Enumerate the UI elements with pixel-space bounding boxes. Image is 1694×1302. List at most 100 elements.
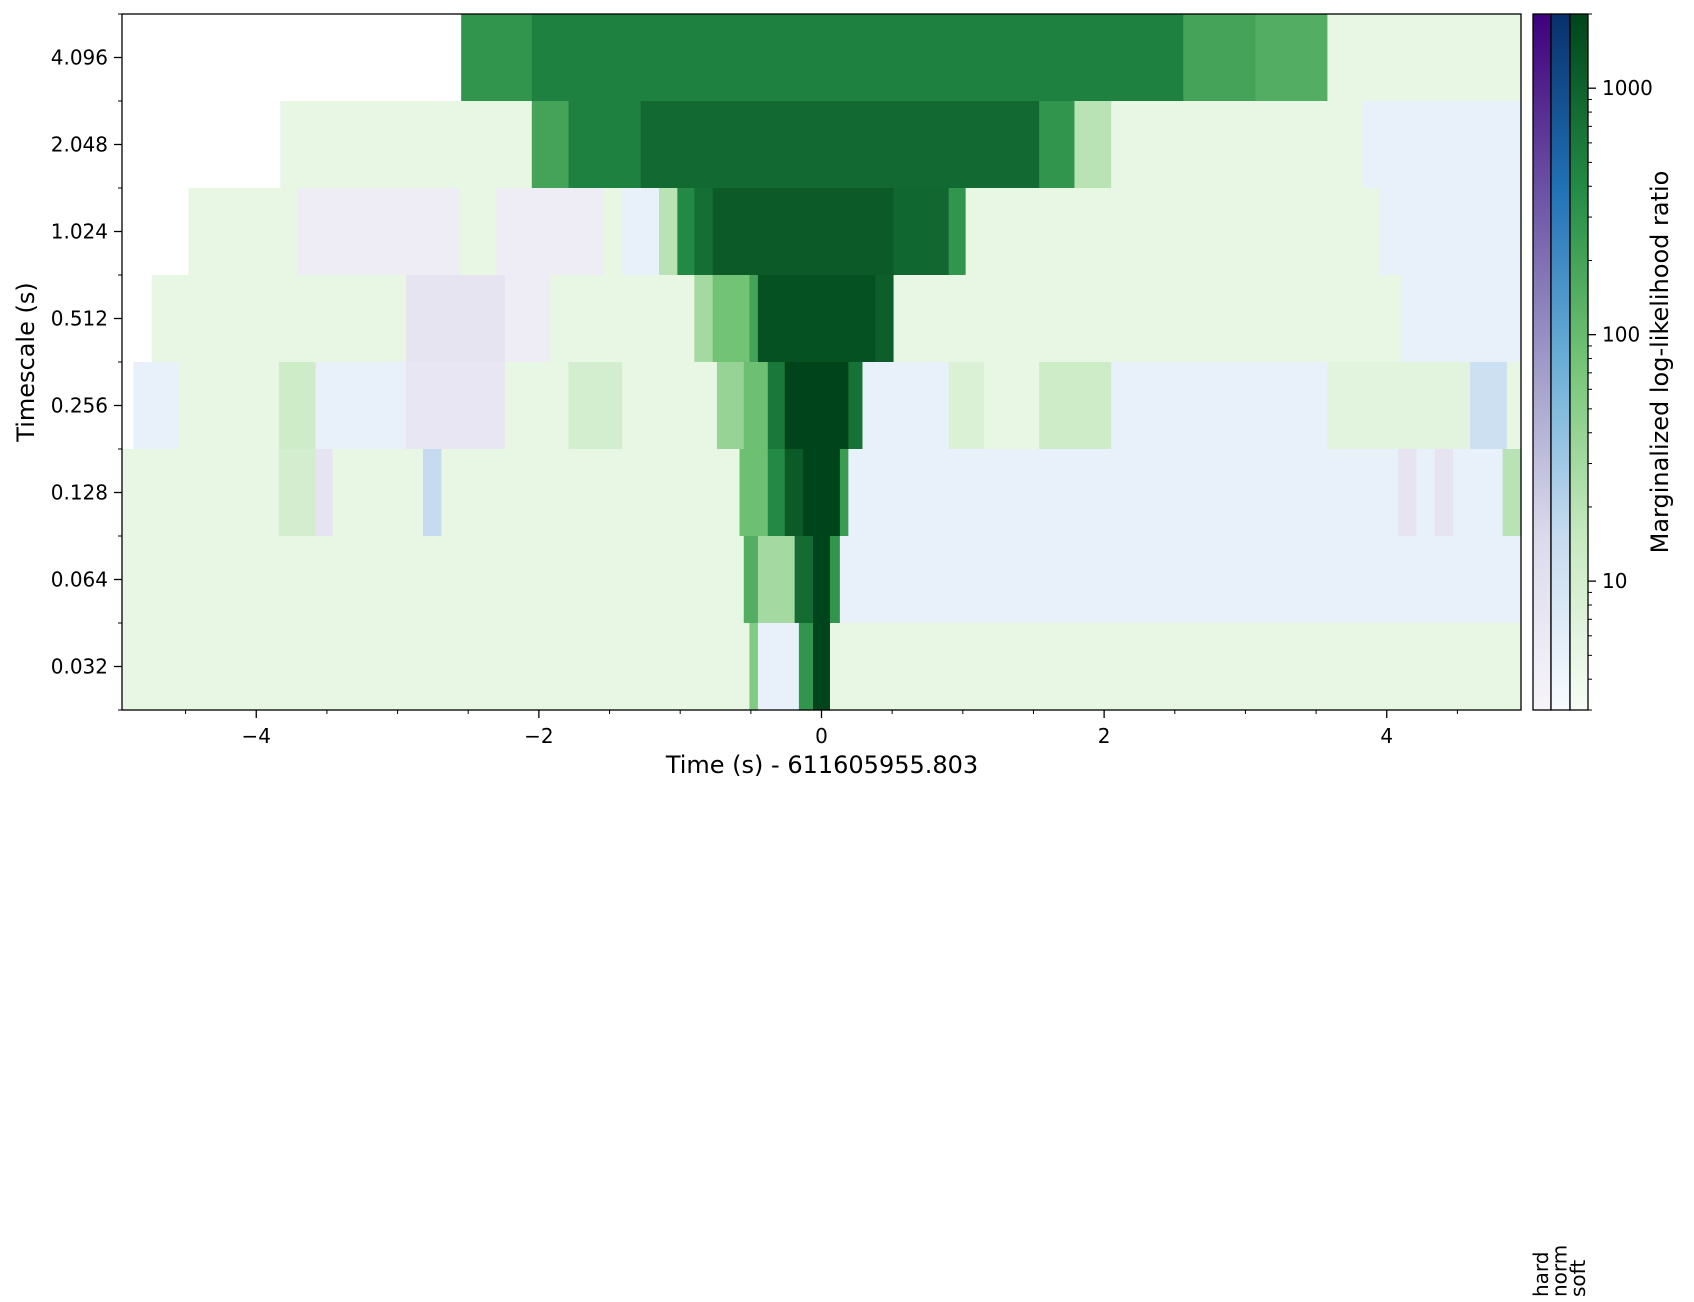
heatmap-cell (151, 275, 407, 363)
heatmap-cell (1398, 449, 1418, 537)
spectrum-label-norm: norm (1548, 1245, 1572, 1297)
heatmap-cell (743, 536, 759, 624)
heatmap-cell (188, 188, 298, 276)
heatmap-cell (297, 188, 461, 276)
heatmap-cell (504, 275, 551, 363)
heatmap-cell (798, 623, 814, 711)
heatmap-cell (622, 188, 660, 276)
heatmap-cell (1362, 101, 1522, 189)
heatmap-cell (1327, 14, 1522, 102)
heatmap-cell (1379, 188, 1522, 276)
heatmap-cell (839, 536, 1522, 624)
heatmap-cell (875, 275, 895, 363)
colorbar-tick-label: 1000 (1602, 76, 1653, 100)
heatmap-cell (784, 449, 804, 537)
heatmap-cell (1074, 101, 1112, 189)
heatmap-cell (280, 101, 533, 189)
heatmap-cell (813, 623, 831, 711)
heatmap-cell (1255, 14, 1328, 102)
heatmap-cell (784, 362, 849, 450)
heatmap-cell (839, 449, 849, 537)
heatmap-cell (829, 536, 841, 624)
heatmap-cell (794, 536, 814, 624)
heatmap-cell (694, 275, 714, 363)
heatmap-cell (550, 275, 695, 363)
heatmap-cell (1502, 449, 1522, 537)
y-tick-label: 0.512 (51, 307, 108, 331)
heatmap-cell (677, 188, 695, 276)
heatmap-cell (848, 362, 864, 450)
x-tick-label: −2 (524, 724, 553, 748)
heatmap-cell (1434, 449, 1454, 537)
heatmap-cell (459, 188, 498, 276)
heatmap-cell (694, 188, 714, 276)
heatmap-cell (757, 623, 800, 711)
colorbar-label: Marginalized log-likelihood ratio (1646, 171, 1674, 554)
heatmap-cell (712, 275, 751, 363)
heatmap-cell (1327, 362, 1471, 450)
spectrum-label-soft: soft (1566, 1260, 1590, 1297)
heatmap-cell (441, 449, 741, 537)
heatmap-cell (122, 449, 280, 537)
heatmap-cell (749, 275, 759, 363)
colorbar (1532, 13, 1589, 711)
heatmap-cell (948, 188, 967, 276)
x-axis-label: Time (s) - 611605955.803 (665, 751, 978, 779)
heatmap-cell (757, 536, 796, 624)
heatmap-cell (1453, 449, 1504, 537)
heatmap-cell (568, 101, 642, 189)
y-tick-label: 1.024 (51, 220, 108, 244)
heatmap-cell (893, 275, 1402, 363)
x-tick-label: −4 (242, 724, 271, 748)
y-tick-label: 0.128 (51, 481, 108, 505)
heatmap-cell (332, 449, 424, 537)
heatmap-cell (406, 362, 506, 450)
heatmap-cell (122, 623, 751, 711)
y-tick-label: 4.096 (51, 46, 108, 70)
x-tick-label: 4 (1380, 724, 1393, 748)
heatmap-cell (496, 188, 605, 276)
heatmap-cell (1470, 362, 1508, 450)
heatmap-cell (122, 536, 745, 624)
heatmap-cell (743, 362, 769, 450)
heatmap-cell (803, 449, 841, 537)
heatmap-cell (1039, 101, 1076, 189)
colorbar-soft (1569, 13, 1589, 711)
colorbar-ticks: 10 100 1000 (1588, 13, 1653, 711)
heatmap-cell (1183, 14, 1256, 102)
heatmap-cell (315, 449, 334, 537)
heatmap-cell (423, 449, 442, 537)
heatmap-cell (712, 188, 895, 276)
heatmap-cell (716, 362, 745, 450)
heatmap-cell (133, 362, 180, 450)
heatmap-cell (767, 449, 786, 537)
heatmap-cell (948, 362, 985, 450)
heatmap-cell (1400, 275, 1522, 363)
x-tick-label: 2 (1098, 724, 1111, 748)
heatmap-cell (603, 188, 623, 276)
heatmap-cell (1416, 449, 1436, 537)
heatmap-cell (504, 362, 570, 450)
heatmap-cell (893, 188, 950, 276)
y-axis-ticks: 0.032 0.064 0.128 0.256 0.512 1.024 2.048 4.096 (51, 13, 122, 711)
y-tick-label: 0.064 (51, 568, 108, 592)
heatmap-cell (178, 362, 280, 450)
heatmap-cell (1039, 362, 1112, 450)
spectrum-label-hard: hard (1529, 1252, 1553, 1298)
y-tick-label: 2.048 (51, 133, 108, 157)
x-tick-label: 0 (815, 724, 828, 748)
heatmap-cell (531, 14, 1184, 102)
y-axis-label: Timescale (s) (12, 282, 40, 442)
heatmap-cell (640, 101, 1040, 189)
heatmap-cell (658, 188, 678, 276)
heatmap-cell (622, 362, 718, 450)
heatmap-cell (1506, 362, 1522, 450)
heatmap-cell (568, 362, 623, 450)
heatmap-cell (862, 362, 950, 450)
heatmap-cell (813, 536, 831, 624)
heatmap-cell (278, 362, 317, 450)
colorbar-tick-label: 100 (1602, 323, 1640, 347)
colorbar-tick-label: 10 (1602, 569, 1627, 593)
